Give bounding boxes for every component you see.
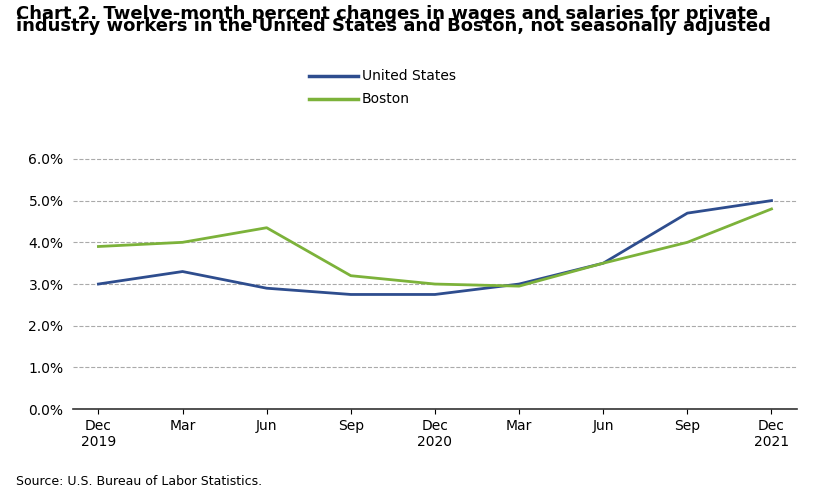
Text: Chart 2. Twelve-month percent changes in wages and salaries for private: Chart 2. Twelve-month percent changes in… [16, 5, 759, 23]
Text: Boston: Boston [362, 92, 410, 106]
Text: Source: U.S. Bureau of Labor Statistics.: Source: U.S. Bureau of Labor Statistics. [16, 475, 263, 488]
Text: industry workers in the United States and Boston, not seasonally adjusted: industry workers in the United States an… [16, 17, 772, 35]
Text: United States: United States [362, 70, 456, 83]
